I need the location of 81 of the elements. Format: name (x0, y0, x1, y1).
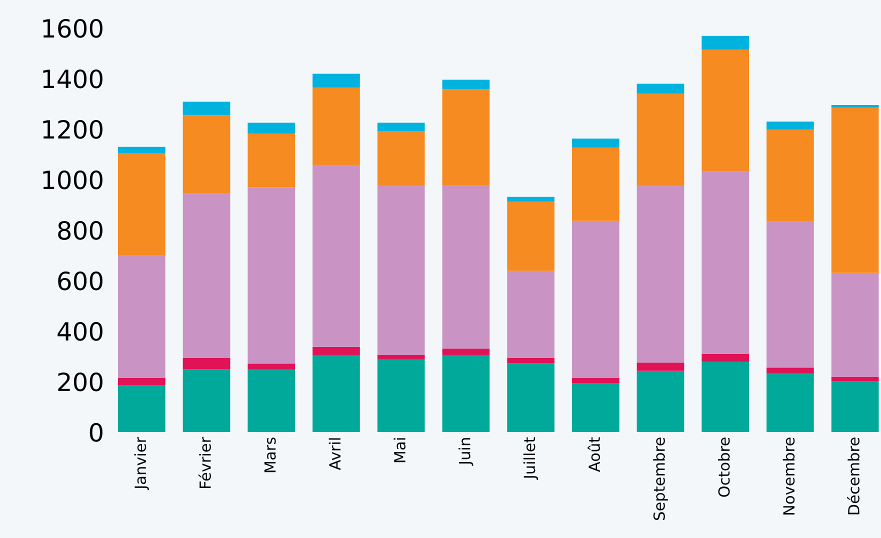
bar (831, 380, 879, 432)
bar (377, 186, 425, 355)
bar (377, 131, 425, 186)
x-tick-label: Février (198, 436, 211, 488)
bar (572, 148, 620, 221)
bar (312, 346, 360, 356)
bar (702, 50, 750, 172)
bar (766, 122, 814, 130)
bar (182, 369, 230, 432)
y-tick-label: 0 (90, 422, 102, 442)
bar (636, 370, 684, 432)
y-tick-label: 1600 (43, 18, 102, 38)
bar (442, 89, 490, 186)
bar (702, 172, 750, 354)
bar (118, 146, 166, 153)
bar (377, 122, 425, 132)
bar (766, 222, 814, 368)
bar (702, 362, 750, 432)
bar (312, 166, 360, 347)
bar (572, 138, 620, 148)
x-tick-label: Septembre (653, 438, 668, 520)
bar (572, 378, 620, 384)
bar (248, 364, 296, 370)
x-tick-label: Novembre (782, 438, 795, 514)
bar (248, 134, 296, 188)
x-tick-label: Décembre (847, 438, 860, 514)
bar (636, 186, 684, 363)
bar (766, 130, 814, 222)
bar (831, 376, 879, 381)
bar (831, 105, 879, 108)
bar (312, 356, 360, 432)
bar (831, 272, 879, 377)
x-tick-label: Janvier (134, 436, 149, 490)
bar (182, 358, 230, 370)
y-tick-label: 1000 (43, 170, 102, 190)
bar (702, 354, 750, 362)
bar (182, 115, 230, 194)
bar (507, 196, 554, 202)
bar (442, 185, 490, 349)
bar (442, 356, 490, 432)
bar (312, 74, 360, 88)
bar (572, 220, 620, 378)
bar (572, 383, 620, 432)
y-tick-label: 1200 (43, 120, 102, 139)
bar (636, 362, 684, 371)
bar (636, 84, 684, 94)
bar (702, 36, 750, 50)
bar (118, 152, 166, 255)
bar (766, 368, 814, 374)
x-tick-label: Octobre (718, 438, 730, 497)
bar (248, 187, 296, 364)
bar (507, 358, 554, 364)
bar (507, 363, 554, 432)
y-tick-label: 600 (58, 271, 102, 290)
bar (766, 374, 814, 432)
bar (248, 370, 296, 432)
x-tick-label: Mars (264, 438, 276, 472)
bar (507, 270, 554, 358)
y-tick-label: 1400 (43, 69, 102, 88)
bar (377, 354, 425, 360)
bar (442, 348, 490, 356)
bar (182, 194, 230, 358)
bar (118, 378, 166, 386)
bar (442, 80, 490, 90)
bar (312, 88, 360, 166)
bar (377, 360, 425, 432)
y-tick-label: 800 (58, 220, 102, 240)
x-tick-label: Août (588, 437, 600, 472)
bar (182, 102, 230, 116)
y-tick-label: 200 (58, 372, 102, 392)
bar (636, 94, 684, 186)
x-tick-label: Mai (394, 438, 406, 462)
bar (118, 385, 166, 432)
bar (831, 108, 879, 273)
x-tick-label: Avril (328, 438, 340, 470)
x-tick-label: Juin (458, 438, 474, 466)
bar (507, 202, 554, 271)
bar (118, 255, 166, 378)
x-tick-label: Juillet (523, 437, 538, 480)
y-tick-label: 400 (58, 322, 102, 341)
bar (248, 122, 296, 134)
